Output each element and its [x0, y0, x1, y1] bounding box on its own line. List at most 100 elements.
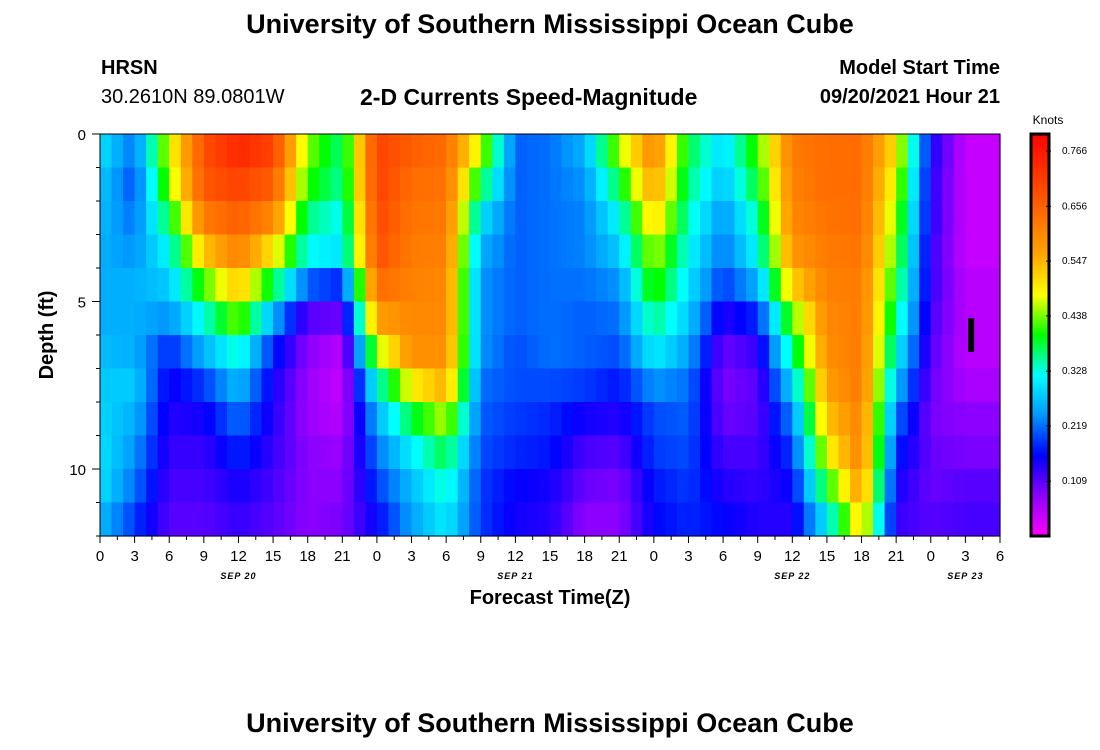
heatmap-cell	[711, 201, 724, 236]
heatmap-cell	[769, 201, 782, 236]
heatmap-cell	[365, 134, 378, 169]
heatmap-cell	[457, 469, 470, 504]
heatmap-cell	[573, 335, 586, 370]
heatmap-cell	[619, 268, 632, 303]
x-tick-label: 15	[265, 548, 282, 565]
heatmap-cell	[134, 201, 147, 236]
heatmap-cell	[480, 268, 493, 303]
heatmap-cell	[215, 167, 228, 202]
heatmap-cell	[965, 167, 978, 202]
heatmap-cell	[780, 134, 793, 169]
heatmap-cell	[203, 368, 216, 403]
heatmap-cell	[573, 201, 586, 236]
heatmap-cell	[584, 368, 597, 403]
heatmap-cell	[596, 502, 609, 537]
heatmap-cell	[988, 435, 1001, 470]
heatmap-cell	[123, 268, 136, 303]
heatmap-cell	[873, 167, 886, 202]
heatmap-cell	[850, 201, 863, 236]
date-label: SEP 21	[497, 571, 533, 581]
x-tick-label: 18	[299, 548, 316, 565]
x-tick-label: 12	[784, 548, 801, 565]
heatmap-cell	[607, 335, 620, 370]
heatmap-cell	[123, 435, 136, 470]
heatmap-cell	[803, 502, 816, 537]
heatmap-cell	[284, 134, 297, 169]
x-tick-label: 6	[442, 548, 450, 565]
heatmap-cell	[226, 268, 240, 303]
heatmap-cell	[169, 469, 182, 504]
heatmap-cell	[203, 435, 216, 470]
heatmap-cell	[273, 435, 286, 470]
heatmap-cell	[446, 268, 459, 303]
heatmap-cell	[873, 301, 886, 336]
heatmap-cell	[238, 469, 251, 504]
heatmap-cell	[157, 435, 170, 470]
heatmap-cell	[942, 435, 955, 470]
y-axis-label: Depth (ft)	[36, 291, 58, 380]
heatmap-cell	[746, 335, 759, 370]
heatmap-cell	[411, 335, 424, 370]
heatmap-cell	[884, 301, 897, 336]
heatmap-cell	[942, 167, 955, 202]
x-tick-label: 12	[507, 548, 524, 565]
heatmap-cell	[457, 268, 470, 303]
heatmap-cell	[146, 335, 159, 370]
heatmap-cell	[930, 201, 943, 236]
heatmap-cell	[734, 201, 747, 236]
heatmap-cell	[446, 167, 459, 202]
x-tick-label: 6	[719, 548, 727, 565]
heatmap-cell	[226, 301, 240, 336]
heatmap-cell	[411, 268, 424, 303]
heatmap-cell	[469, 502, 482, 537]
heatmap-cell	[596, 469, 609, 504]
heatmap-cell	[780, 435, 793, 470]
heatmap-cell	[988, 234, 1001, 269]
heatmap-cell	[792, 469, 805, 504]
heatmap-cell	[273, 368, 286, 403]
heatmap-cell	[423, 234, 436, 269]
heatmap-cell	[503, 368, 516, 403]
heatmap-cell	[676, 268, 690, 303]
heatmap-cell	[850, 435, 863, 470]
heatmap-cell	[503, 167, 516, 202]
x-tick-label: 3	[961, 548, 969, 565]
heatmap-cell	[192, 301, 205, 336]
heatmap-cell	[665, 368, 678, 403]
heatmap-cell	[953, 301, 966, 336]
heatmap-cell	[596, 402, 609, 437]
heatmap-cell	[861, 335, 874, 370]
heatmap-cell	[561, 268, 574, 303]
footer-title: University of Southern Mississippi Ocean…	[246, 708, 854, 738]
heatmap-cell	[573, 167, 586, 202]
heatmap-cell	[792, 335, 805, 370]
heatmap-cell	[803, 435, 816, 470]
heatmap-cell	[780, 201, 793, 236]
heatmap-cell	[330, 402, 343, 437]
heatmap-cell	[965, 368, 978, 403]
heatmap-cell	[134, 368, 147, 403]
heatmap-cell	[538, 201, 551, 236]
heatmap-cell	[976, 234, 990, 269]
heatmap-cell	[861, 234, 874, 269]
heatmap-cell	[780, 335, 793, 370]
heatmap-cell	[815, 335, 828, 370]
heatmap-cell	[550, 201, 563, 236]
model-start-value: 09/20/2021 Hour 21	[819, 86, 1000, 108]
current-time-marker	[968, 318, 975, 352]
x-tick-label: 9	[200, 548, 208, 565]
x-axis: 0 3 6 9 12 15 18 21 0 3 6 9 12 15 18 21 0 3 6 9 12 15 18 21 0 3 6 S…	[96, 536, 1004, 581]
heatmap-cell	[826, 134, 840, 169]
heatmap-cell	[815, 268, 828, 303]
heatmap-cell	[988, 167, 1001, 202]
heatmap-cell	[469, 335, 482, 370]
heatmap-cell	[469, 268, 482, 303]
heatmap-cell	[434, 201, 447, 236]
heatmap-cell	[457, 368, 470, 403]
heatmap-cell	[676, 301, 690, 336]
heatmap-cell	[550, 167, 563, 202]
heatmap-cell	[503, 435, 516, 470]
heatmap-cell	[123, 402, 136, 437]
heatmap-cell	[457, 167, 470, 202]
heatmap-cell	[607, 134, 620, 169]
